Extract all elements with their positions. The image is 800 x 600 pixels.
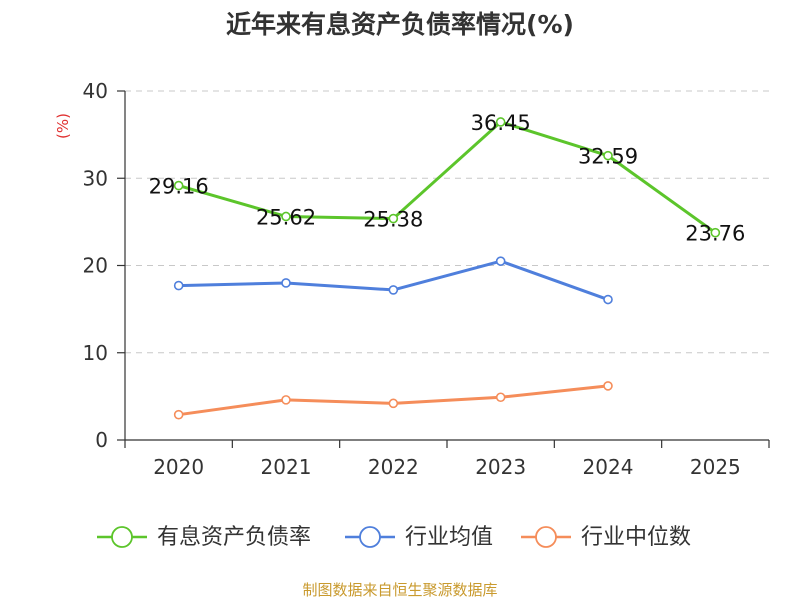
x-tick-label: 2020 — [153, 455, 204, 479]
data-point[interactable] — [388, 285, 399, 295]
legend-label: 行业均值 — [405, 525, 493, 550]
data-point[interactable] — [173, 280, 184, 291]
y-tick-label: 30 — [83, 166, 108, 190]
x-tick-label: 2023 — [475, 455, 526, 479]
series — [173, 256, 613, 305]
data-point[interactable] — [173, 409, 184, 420]
data-point[interactable] — [710, 227, 721, 238]
series-layer: 29.16 25.62 25.38 36.45 32.59 23.76 — [149, 111, 746, 420]
y-tick-label: 10 — [83, 341, 108, 365]
data-point[interactable] — [495, 117, 506, 127]
series-line — [178, 120, 717, 234]
legend-label: 行业中位数 — [581, 525, 691, 550]
data-point[interactable] — [603, 381, 613, 391]
legend[interactable]: 有息资产负债率 行业均值 行业中位数 — [97, 525, 691, 550]
source-note: 制图数据来自恒生聚源数据库 — [302, 581, 497, 599]
y-axis-label: (%) — [54, 113, 72, 139]
y-tick-label: 0 — [95, 428, 108, 452]
x-tick-label: 2025 — [690, 455, 741, 479]
data-label: 25.38 — [363, 208, 423, 232]
data-point[interactable] — [388, 213, 399, 224]
axes: 0 10 20 30 40 2020 2021 2022 2023 2024 2025 — [83, 79, 770, 479]
data-label: 29.16 — [149, 175, 209, 199]
legend-item[interactable]: 行业均值 — [345, 525, 493, 550]
series — [173, 381, 613, 420]
data-label: 25.62 — [256, 205, 316, 229]
series: 29.16 25.62 25.38 36.45 32.59 23.76 — [149, 111, 746, 246]
x-tick-label: 2024 — [583, 455, 634, 479]
data-point[interactable] — [603, 150, 613, 161]
legend-marker — [535, 526, 557, 548]
legend-item[interactable]: 行业中位数 — [521, 525, 691, 550]
data-point[interactable] — [495, 392, 506, 403]
grid — [125, 90, 769, 354]
y-tick-label: 20 — [83, 254, 108, 278]
data-point[interactable] — [281, 211, 291, 222]
data-point[interactable] — [388, 398, 399, 409]
data-point[interactable] — [281, 395, 291, 405]
y-tick-label: 40 — [83, 79, 108, 103]
x-tick-label: 2021 — [261, 455, 312, 479]
data-point[interactable] — [495, 256, 506, 266]
data-point[interactable] — [173, 180, 184, 191]
data-label: 36.45 — [471, 111, 531, 135]
chart-title: 近年来有息资产负债率情况(%) — [226, 10, 574, 39]
legend-label: 有息资产负债率 — [157, 525, 311, 550]
data-label: 32.59 — [578, 145, 638, 169]
legend-marker — [111, 526, 133, 548]
data-point[interactable] — [603, 294, 613, 305]
legend-item[interactable]: 有息资产负债率 — [97, 525, 311, 550]
x-tick-label: 2022 — [368, 455, 419, 479]
data-point[interactable] — [281, 278, 291, 288]
data-label: 23.76 — [685, 222, 745, 246]
legend-marker — [359, 526, 381, 548]
